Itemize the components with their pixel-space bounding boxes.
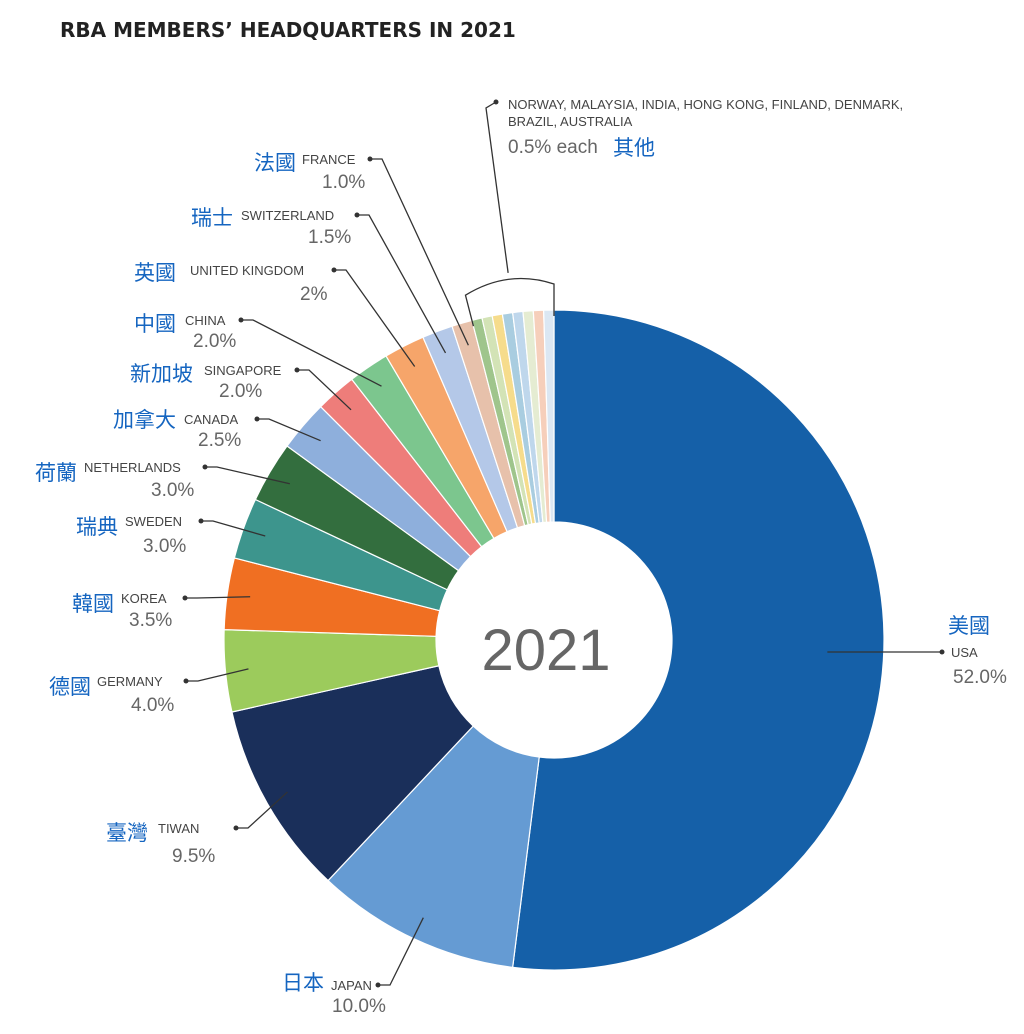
label-en-usa: USA	[951, 645, 978, 660]
slice-usa	[511, 309, 885, 971]
label-zh-canada: 加拿大	[113, 408, 176, 432]
leader-dot-canada	[254, 416, 260, 422]
others-zh-label: 其他	[613, 136, 655, 160]
others-value-label: 0.5% each	[508, 137, 598, 158]
label-zh-switzerland: 瑞士	[191, 206, 233, 230]
donut-slices	[223, 309, 885, 971]
chart-title: RBA MEMBERS’ HEADQUARTERS IN 2021	[60, 18, 516, 42]
leader-france	[370, 158, 469, 346]
leader-tiwan	[236, 791, 288, 829]
leader-singapore	[297, 369, 352, 411]
leader-korea	[185, 596, 251, 599]
leader-dot-switzerland	[354, 212, 360, 218]
leader-dot-tiwan	[233, 825, 239, 831]
label-en-korea: KOREA	[121, 591, 167, 606]
leader-dot-netherlands	[202, 464, 208, 470]
label-en-japan: JAPAN	[331, 978, 372, 993]
label-zh-sweden: 瑞典	[76, 515, 118, 539]
label-en-china: CHINA	[185, 313, 226, 328]
leader-netherlands	[205, 466, 290, 485]
label-pct-usa: 52.0%	[953, 667, 1007, 688]
label-pct-france: 1.0%	[322, 172, 365, 193]
label-pct-switzerland: 1.5%	[308, 227, 351, 248]
label-en-sweden: SWEDEN	[125, 514, 182, 529]
others-leader-dot	[493, 99, 499, 105]
label-zh-korea: 韓國	[72, 592, 114, 616]
label-zh-tiwan: 臺灣	[106, 821, 148, 845]
label-zh-japan: 日本	[282, 971, 324, 995]
leader-china	[241, 319, 382, 387]
label-en-united-kingdom: UNITED KINGDOM	[190, 263, 304, 278]
leader-dot-germany	[183, 678, 189, 684]
leader-dot-china	[238, 317, 244, 323]
center-year-label: 2021	[481, 618, 610, 683]
label-zh-netherlands: 荷蘭	[35, 461, 77, 485]
slice-australia	[543, 309, 555, 523]
leader-dot-united-kingdom	[331, 267, 337, 273]
leader-united-kingdom	[334, 269, 416, 367]
label-zh-singapore: 新加坡	[130, 362, 193, 386]
label-zh-france: 法國	[254, 151, 296, 175]
label-zh-germany: 德國	[49, 675, 91, 699]
leader-lines	[182, 156, 945, 988]
slice-tiwan	[231, 665, 475, 882]
slice-japan	[327, 725, 540, 969]
others-leader-line	[485, 101, 509, 273]
leader-sweden	[201, 520, 266, 537]
leader-germany	[186, 668, 249, 682]
label-pct-united-kingdom: 2%	[300, 284, 328, 305]
leader-dot-japan	[375, 982, 381, 988]
label-pct-canada: 2.5%	[198, 430, 241, 451]
label-zh-usa: 美國	[948, 614, 990, 638]
label-pct-korea: 3.5%	[129, 610, 172, 631]
label-pct-tiwan: 9.5%	[172, 846, 215, 867]
label-pct-sweden: 3.0%	[143, 536, 186, 557]
label-en-netherlands: NETHERLANDS	[84, 460, 181, 475]
label-en-tiwan: TIWAN	[158, 821, 199, 836]
label-en-germany: GERMANY	[97, 674, 163, 689]
leader-dot-sweden	[198, 518, 204, 524]
label-pct-netherlands: 3.0%	[151, 480, 194, 501]
leader-canada	[257, 418, 321, 442]
label-zh-china: 中國	[134, 312, 176, 336]
label-en-canada: CANADA	[184, 412, 239, 427]
others-names-line1: NORWAY, MALAYSIA, INDIA, HONG KONG, FINL…	[508, 97, 903, 112]
leader-dot-korea	[182, 595, 188, 601]
label-pct-singapore: 2.0%	[219, 381, 262, 402]
leader-dot-usa	[939, 649, 945, 655]
leader-dot-france	[367, 156, 373, 162]
leader-dot-singapore	[294, 367, 300, 373]
slice-labels: 美國 USA 52.0% 日本 JAPAN 10.0% 臺灣 TIWAN 9.5% 德國 GERMA…	[35, 151, 1007, 1017]
others-bracket	[464, 277, 555, 327]
leader-japan	[378, 917, 424, 986]
others-names-line2: BRAZIL, AUSTRALIA	[508, 114, 633, 129]
label-en-singapore: SINGAPORE	[204, 363, 282, 378]
label-en-france: FRANCE	[302, 152, 356, 167]
label-pct-germany: 4.0%	[131, 695, 174, 716]
label-pct-japan: 10.0%	[332, 996, 386, 1017]
label-pct-china: 2.0%	[193, 331, 236, 352]
label-en-switzerland: SWITZERLAND	[241, 208, 334, 223]
leader-switzerland	[357, 214, 447, 354]
label-zh-united-kingdom: 英國	[134, 261, 176, 285]
